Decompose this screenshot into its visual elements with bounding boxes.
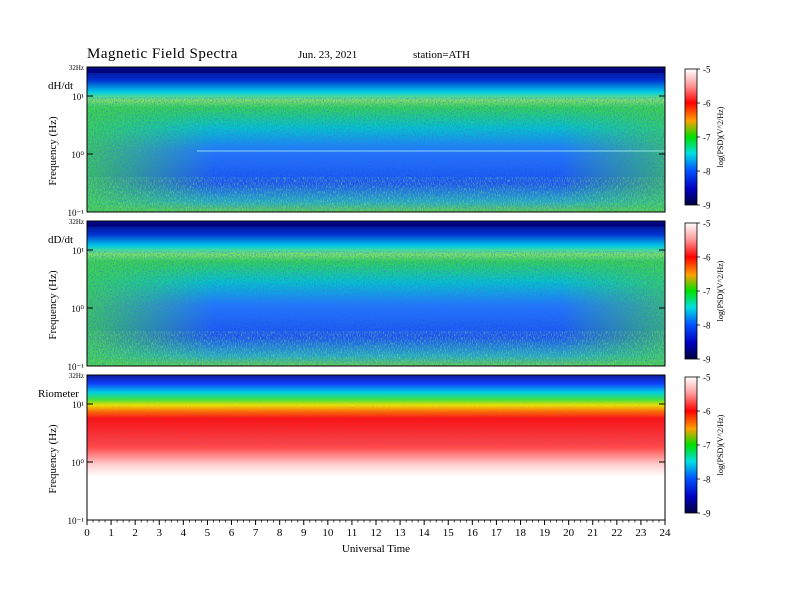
colorbar-tick-label: -8	[703, 475, 711, 485]
panel-label: dD/dt	[48, 234, 73, 246]
y-tick-label: 10⁻¹	[68, 208, 85, 218]
colorbar-tick-label: -5	[703, 219, 711, 229]
x-tick-label: 17	[491, 527, 503, 539]
colorbar	[684, 68, 698, 206]
panel-label: dH/dt	[48, 80, 73, 92]
colorbar-tick-label: -6	[703, 99, 711, 109]
x-tick-label: 6	[229, 527, 235, 539]
y-tick-label: 10⁰	[71, 150, 84, 160]
colorbar-tick-label: -9	[703, 355, 711, 365]
date-label: Jun. 23, 2021	[298, 49, 358, 61]
y-tick-label: 10⁰	[71, 458, 84, 468]
y-axis-label: Frequency (Hz)	[47, 116, 59, 186]
spectrogram-top-band	[87, 69, 665, 73]
colorbar-tick-label: -6	[703, 407, 711, 417]
x-tick-label: 5	[205, 527, 211, 539]
spectrogram-top-band	[87, 223, 665, 227]
x-tick-label: 16	[467, 527, 479, 539]
x-tick-label: 2	[132, 527, 138, 539]
x-tick-label: 1	[108, 527, 114, 539]
colorbar-tick-label: -9	[703, 201, 711, 211]
y-tick-label: 10¹	[72, 246, 84, 256]
colorbar-tick-label: -7	[703, 133, 711, 143]
top-frequency-label: 32Hz	[69, 218, 84, 226]
colorbar-tick-label: -7	[703, 287, 711, 297]
x-tick-label: 13	[395, 527, 407, 539]
x-tick-label: 8	[277, 527, 283, 539]
y-tick-label: 10⁰	[71, 304, 84, 314]
colorbar-tick-label: -5	[703, 373, 711, 383]
x-tick-label: 0	[84, 527, 90, 539]
colorbar-label: log(PSD)(V^2/Hz)	[716, 414, 725, 475]
top-frequency-label: 32Hz	[69, 372, 84, 380]
x-tick-label: 14	[419, 527, 431, 539]
x-tick-label: 24	[660, 527, 672, 539]
x-tick-label: 7	[253, 527, 259, 539]
top-frequency-label: 32Hz	[69, 64, 84, 72]
spectrogram-noise	[87, 405, 665, 445]
dd-dt-panel: 32Hz dD/dt Frequency (Hz) 10¹ 10⁰ 10⁻¹ -5 -6 -7 -…	[47, 218, 725, 372]
colorbar-tick-label: -5	[703, 65, 711, 75]
y-tick-label: 10⁻¹	[68, 362, 85, 372]
chart-title: Magnetic Field Spectra	[87, 46, 238, 62]
y-tick-label: 10¹	[72, 92, 84, 102]
x-tick-label: 4	[181, 527, 187, 539]
spectrogram-lowfreq-noise	[87, 331, 665, 366]
x-tick-label: 9	[301, 527, 307, 539]
x-axis-label: Universal Time	[342, 543, 410, 555]
x-tick-label: 10	[322, 527, 334, 539]
dh-dt-panel: 32Hz dH/dt Frequency (Hz) 10¹ 10⁰ 10⁻¹ -5 -6 -7 -…	[47, 64, 725, 218]
panel-label: Riometer	[38, 388, 79, 400]
colorbar-tick-label: -7	[703, 441, 711, 451]
x-tick-label: 22	[611, 527, 622, 539]
x-tick-label: 19	[539, 527, 551, 539]
colorbar-tick-label: -8	[703, 321, 711, 331]
y-tick-label: 10⁻¹	[68, 516, 85, 526]
y-axis-label: Frequency (Hz)	[47, 424, 59, 494]
panel-frame	[86, 220, 666, 367]
station-label: station=ATH	[413, 49, 470, 61]
colorbar-tick-label: -9	[703, 509, 711, 519]
riometer-panel: 32Hz Riometer Frequency (Hz) 10¹ 10⁰ 10⁻¹ -5 -6…	[38, 372, 725, 526]
x-tick-label: 3	[157, 527, 163, 539]
spectrogram-field	[87, 375, 665, 520]
x-tick-label: 18	[515, 527, 527, 539]
colorbar-tick-label: -6	[703, 253, 711, 263]
y-axis-label: Frequency (Hz)	[47, 270, 59, 340]
panel-frame	[86, 66, 666, 213]
colorbar-label: log(PSD)(V^2/Hz)	[716, 106, 725, 167]
x-tick-label: 20	[563, 527, 575, 539]
x-tick-label: 11	[347, 527, 358, 539]
colorbar	[684, 222, 698, 360]
colorbar	[684, 376, 698, 514]
x-tick-label: 21	[587, 527, 598, 539]
spectrogram-lowfreq-noise	[87, 177, 665, 212]
x-tick-label: 15	[443, 527, 455, 539]
colorbar-tick-label: -8	[703, 167, 711, 177]
x-tick-label: 12	[371, 527, 382, 539]
y-tick-label: 10¹	[72, 400, 84, 410]
x-tick-label: 23	[635, 527, 647, 539]
colorbar-label: log(PSD)(V^2/Hz)	[716, 260, 725, 321]
